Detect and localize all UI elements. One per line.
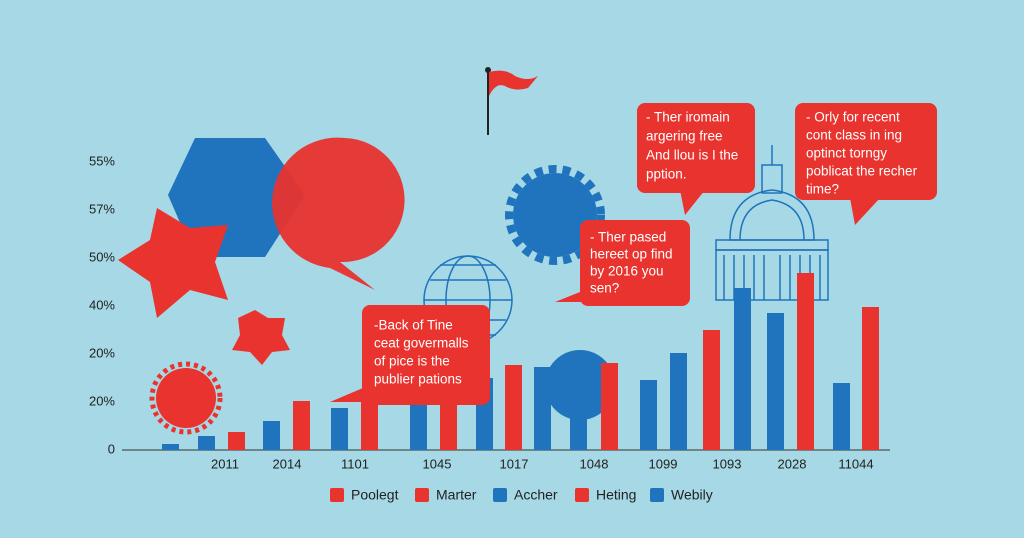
callout-text: by 2016 you [590,264,664,279]
legend-label: Webily [671,487,713,503]
y-tick-label: 55% [89,153,115,168]
legend-swatch [330,488,344,502]
y-tick-label: 20% [89,345,115,360]
x-tick-label: 11044 [838,456,873,471]
callout-text: argering free [646,129,723,144]
callout-text: -Back of Tine [374,318,453,333]
callout-boxes [330,103,937,405]
x-tick-label: 1017 [500,456,529,471]
callout-text: sen? [590,281,619,296]
callout-text: pption. [646,167,687,182]
legend-label: Accher [514,487,558,503]
y-tick-label: 0 [108,441,115,456]
callout-text: cont class in ing [806,128,902,143]
texts: 55% 57% 50% 40% 20% 20% 0 2011 2014 1101 1045 1017 1… [89,110,918,503]
legend-swatch [575,488,589,502]
x-tick-label: 2014 [273,456,302,471]
legend-swatch [493,488,507,502]
decor-shapes [118,137,615,435]
callout-text: And llou is I the [646,148,738,163]
legend-label: Marter [436,487,477,503]
callout-text: - Ther pased [590,230,666,245]
y-tick-label: 57% [89,201,115,216]
callout-text: hereet op find [590,247,673,262]
x-tick-label: 1048 [580,456,609,471]
callout-text: time? [806,182,839,197]
flag [485,67,538,135]
legend-label: Heting [596,487,636,503]
callout-text: ceat govermalls [374,336,469,351]
x-tick-label: 1099 [649,456,678,471]
y-tick-label: 20% [89,393,115,408]
callout-text: optinct torngy [806,146,887,161]
y-tick-label: 50% [89,249,115,264]
callout-text: publier pations [374,372,462,387]
y-tick-label: 40% [89,297,115,312]
x-tick-label: 1045 [423,456,452,471]
x-tick-label: 1101 [341,456,369,471]
legend-swatch [415,488,429,502]
callout-text: of pice is the [374,354,450,369]
callout-text: - Orly for recent [806,110,900,125]
x-tick-label: 2028 [778,456,807,471]
x-tick-label: 2011 [211,456,239,471]
callout-text: - Ther iromain [646,110,730,125]
bars [162,273,879,450]
legend-swatch [650,488,664,502]
legend-label: Poolegt [351,487,399,503]
callout-text: poblicat the recher [806,164,918,179]
x-tick-label: 1093 [713,456,742,471]
